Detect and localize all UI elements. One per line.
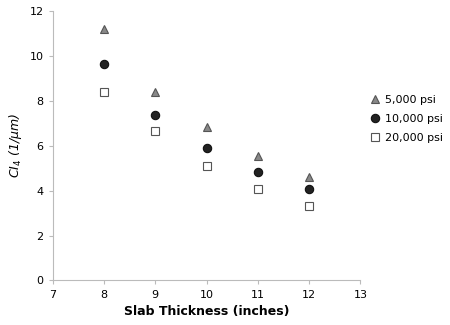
20,000 psi (204, 164, 209, 168)
10,000 psi (101, 62, 107, 66)
10,000 psi (204, 146, 209, 150)
20,000 psi (306, 204, 312, 208)
5,000 psi (306, 175, 312, 179)
Y-axis label: $\mathit{CI}_4$ (1/$\mu$m): $\mathit{CI}_4$ (1/$\mu$m) (7, 113, 24, 178)
Line: 20,000 psi: 20,000 psi (100, 88, 313, 211)
5,000 psi (101, 27, 107, 31)
Legend: 5,000 psi, 10,000 psi, 20,000 psi: 5,000 psi, 10,000 psi, 20,000 psi (369, 95, 443, 143)
10,000 psi (255, 170, 261, 174)
X-axis label: Slab Thickness (inches): Slab Thickness (inches) (124, 305, 289, 318)
5,000 psi (153, 90, 158, 94)
10,000 psi (153, 113, 158, 117)
20,000 psi (255, 187, 261, 191)
5,000 psi (255, 154, 261, 158)
Line: 5,000 psi: 5,000 psi (100, 25, 313, 181)
Line: 10,000 psi: 10,000 psi (100, 59, 313, 193)
5,000 psi (204, 125, 209, 129)
20,000 psi (153, 129, 158, 133)
10,000 psi (306, 187, 312, 191)
20,000 psi (101, 90, 107, 94)
